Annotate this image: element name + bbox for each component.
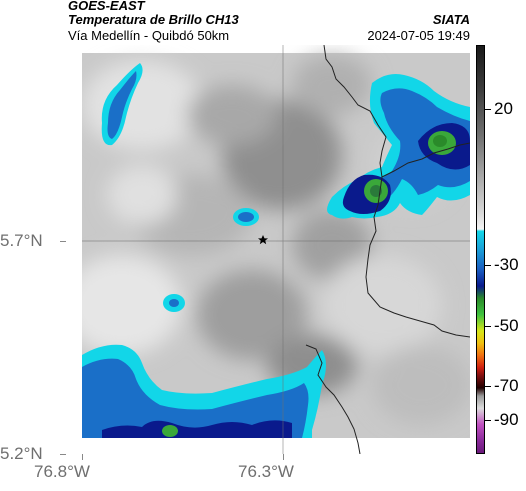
- satellite-title: GOES-EAST: [68, 0, 145, 13]
- cold-cloud-south: [82, 344, 326, 438]
- map-grid: [82, 45, 470, 454]
- lon-tick-1: [82, 454, 83, 460]
- cold-cloud-northeast: [327, 74, 470, 219]
- datetime-label: 2024-07-05 19:49: [367, 28, 470, 43]
- colorbar-label-neg50: -50: [494, 316, 519, 335]
- lon-label-1: 76.8°W: [34, 462, 90, 481]
- colorbar: [476, 45, 485, 454]
- department-borders: [305, 45, 470, 454]
- cold-cloud-center: [233, 208, 259, 226]
- colorbar-tick-neg70: [485, 386, 491, 387]
- colorbar-tick-neg90: [485, 420, 491, 421]
- colorbar-tick-neg30: [485, 265, 491, 266]
- lat-label-2: 5.2°N: [0, 444, 43, 463]
- lat-label-1: 5.7°N: [0, 231, 43, 250]
- lat-tick-1: [60, 241, 66, 242]
- colorbar-label-neg30: -30: [494, 255, 519, 274]
- cold-cloud-west: [163, 294, 185, 312]
- region-subtitle: Vía Medellín - Quibdó 50km: [68, 28, 230, 43]
- lon-label-2: 76.3°W: [238, 462, 294, 481]
- station-star-marker: [258, 235, 268, 245]
- colorbar-tick-neg50: [485, 326, 491, 327]
- lat-tick-2: [60, 454, 66, 455]
- colorbar-label-neg90: -90: [494, 410, 519, 429]
- org-label: SIATA: [432, 12, 470, 27]
- cold-cloud-northwest: [101, 63, 143, 146]
- satellite-map: [82, 45, 470, 454]
- product-title: Temperatura de Brillo CH13: [68, 12, 239, 27]
- colorbar-label-20: 20: [494, 99, 513, 118]
- colorbar-tick-20: [485, 109, 491, 110]
- colorbar-label-neg70: -70: [494, 376, 519, 395]
- lon-tick-2: [283, 454, 284, 460]
